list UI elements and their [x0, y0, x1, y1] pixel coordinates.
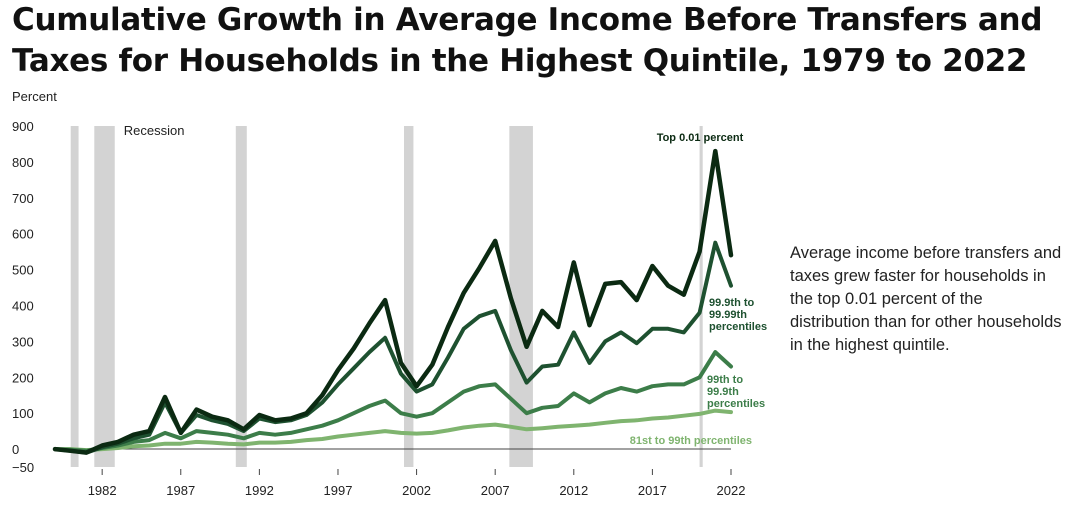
- x-tick-label: 2002: [402, 483, 431, 498]
- series-label-4: 81st to 99th percentiles: [630, 435, 752, 447]
- series-label-1: Top 0.01 percent: [657, 132, 744, 144]
- x-tick-label: 2022: [717, 483, 746, 498]
- recession-band-4: [404, 126, 414, 467]
- recession-band-2: [94, 126, 115, 467]
- x-axis-ticks: 1982 1987 1992 1997 2002 2007 2012 2017 2022: [88, 469, 746, 498]
- y-tick-label: 300: [12, 334, 34, 349]
- y-tick-label: 900: [12, 119, 34, 134]
- side-note: Average income before transfers and taxe…: [790, 244, 1062, 354]
- y-tick-label: 0: [12, 442, 19, 457]
- y-axis-label: Percent: [12, 89, 57, 104]
- recession-band-3: [235, 126, 247, 467]
- recession-label: Recession: [124, 123, 185, 138]
- y-tick-label: 700: [12, 191, 34, 206]
- y-tick-label: 500: [12, 263, 34, 278]
- series-line-99th-to-99-9th: [53, 350, 733, 453]
- y-axis-ticks: −50 0 100 200 300 400 500 600 700 800 900: [12, 119, 34, 475]
- x-tick-label: 1987: [166, 483, 195, 498]
- x-tick-label: 1982: [88, 483, 117, 498]
- series-line-top-0-01-percent: [52, 148, 734, 455]
- chart-title: Cumulative Growth in Average Income Befo…: [12, 2, 1043, 79]
- y-tick-label: 200: [12, 370, 34, 385]
- y-tick-label: 100: [12, 406, 34, 421]
- series-labels: Top 0.01 percent 99.9th to 99.99th percenti…: [630, 132, 767, 447]
- series-label-3: 99th to 99.9th percentiles: [707, 374, 765, 410]
- series-lines: [52, 148, 734, 455]
- x-tick-label: 1997: [324, 483, 353, 498]
- x-tick-label: 2012: [559, 483, 588, 498]
- y-tick-label: 400: [12, 298, 34, 313]
- y-tick-label: −50: [12, 460, 34, 475]
- recession-bands: [70, 126, 703, 467]
- y-tick-label: 600: [12, 227, 34, 242]
- x-tick-label: 2007: [481, 483, 510, 498]
- x-tick-label: 1992: [245, 483, 274, 498]
- recession-band-5: [509, 126, 533, 467]
- recession-band-6: [699, 126, 703, 467]
- x-tick-label: 2017: [638, 483, 667, 498]
- recession-band-1: [70, 126, 79, 467]
- series-label-2: 99.9th to 99.99th percentiles: [709, 297, 767, 333]
- series-line-81st-to-99th: [53, 408, 733, 453]
- y-tick-label: 800: [12, 155, 34, 170]
